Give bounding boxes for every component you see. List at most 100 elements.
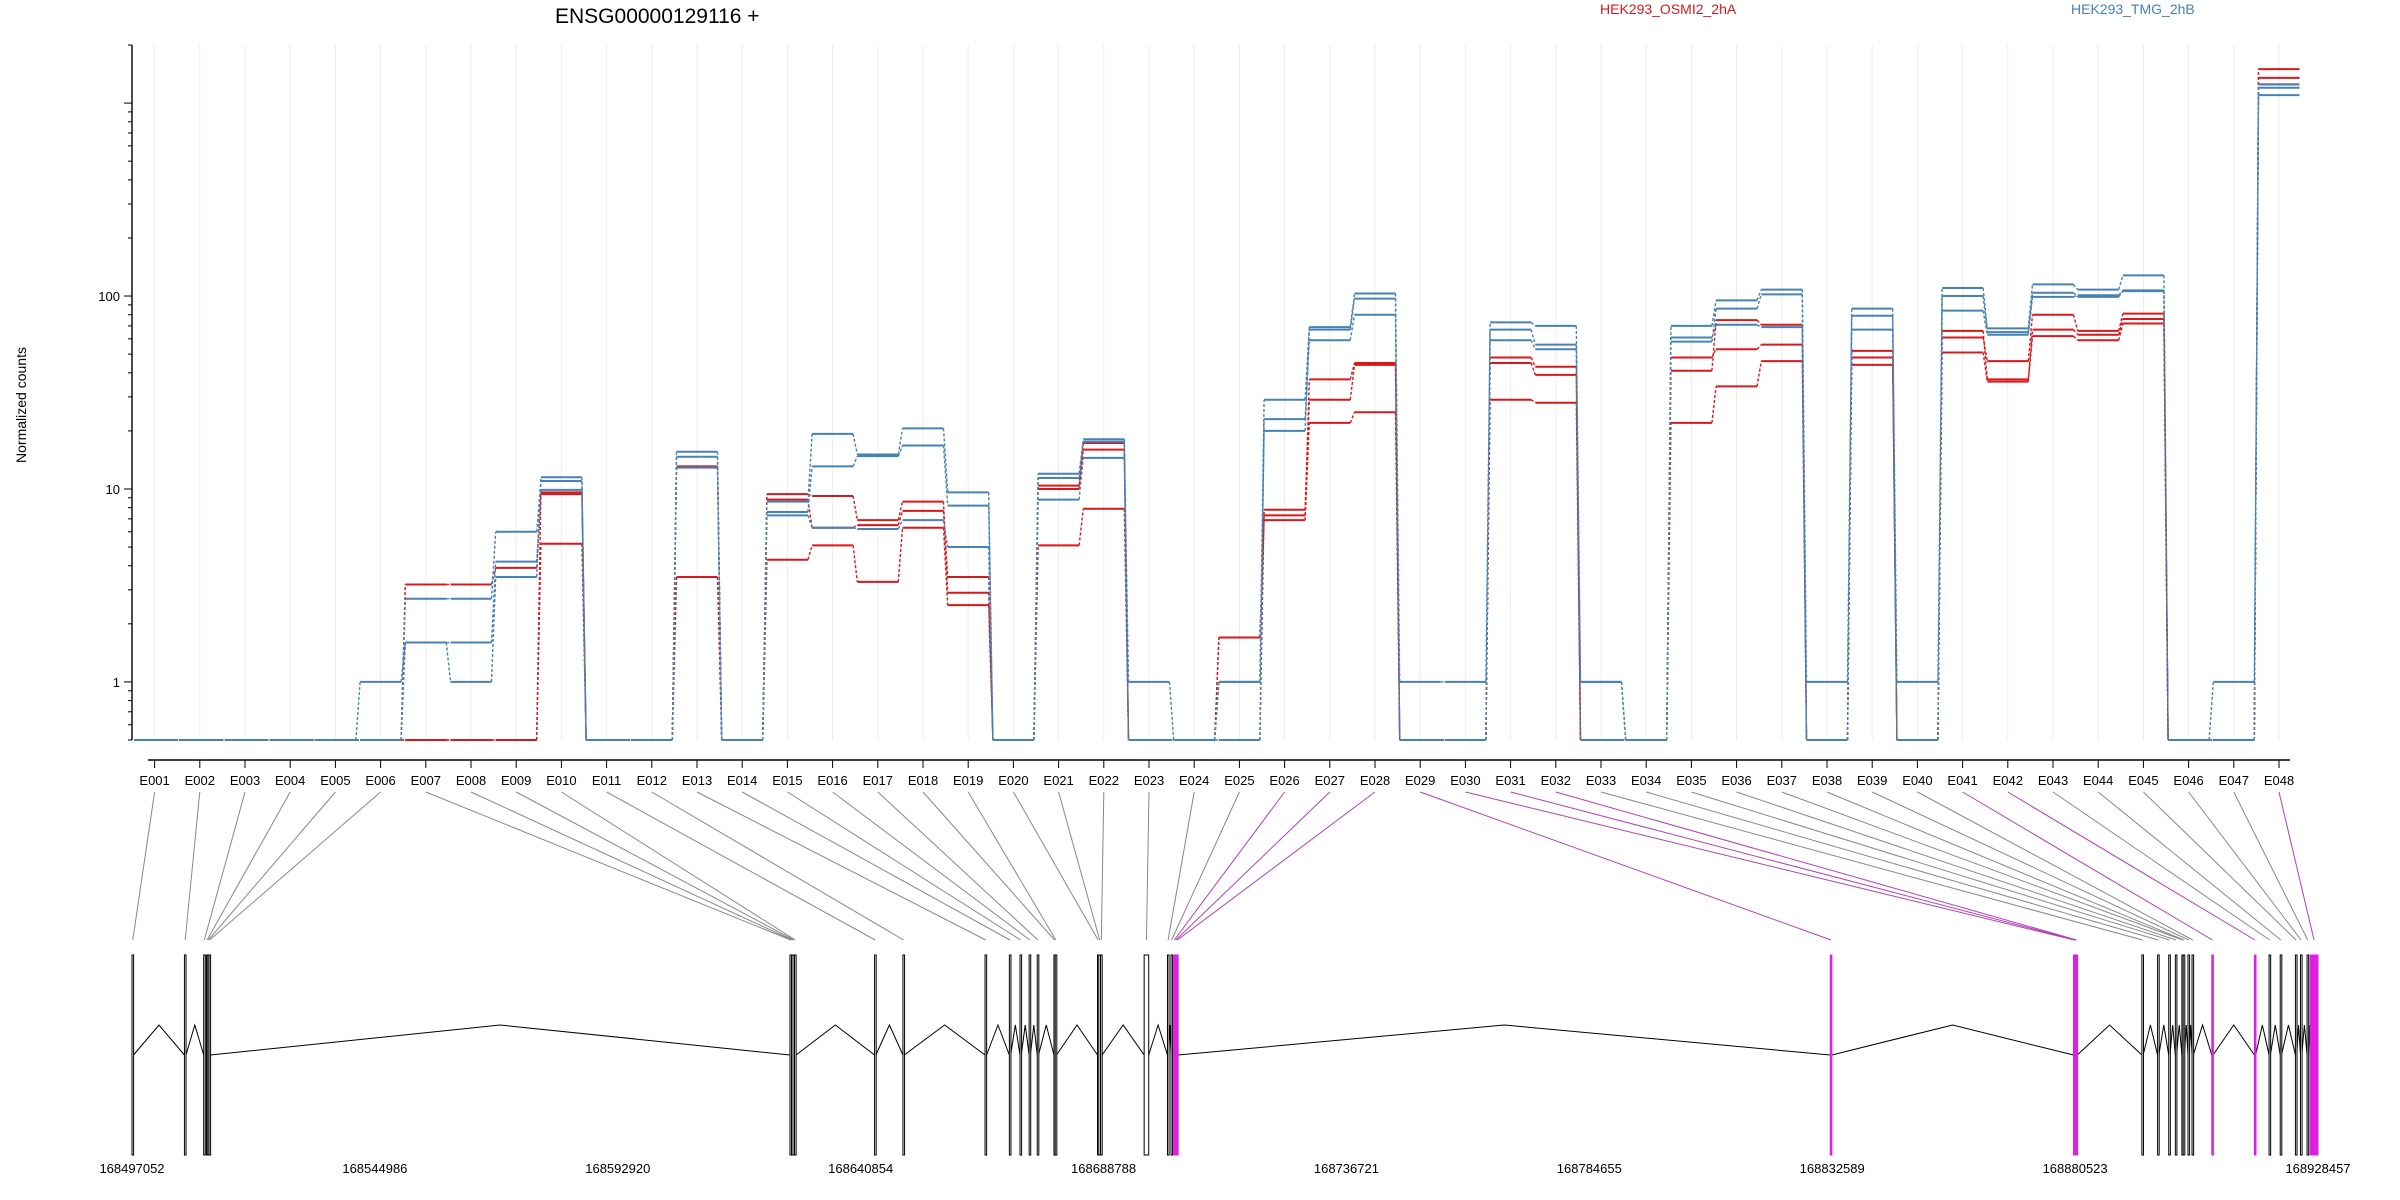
intron-line xyxy=(2269,1024,2281,1056)
exon-link-line xyxy=(1100,791,1105,941)
exon-box xyxy=(1008,954,1012,1156)
intron-line xyxy=(1056,1024,1098,1056)
data-connector xyxy=(2027,314,2034,362)
coordinate-label: 168736721 xyxy=(1314,1161,1379,1176)
exon-link-line xyxy=(2188,791,2302,941)
x-tick-label: E044 xyxy=(2083,773,2113,788)
exon-box xyxy=(1054,954,1058,1156)
x-tick-label: E022 xyxy=(1089,773,1119,788)
exon-link-line xyxy=(515,791,794,941)
exon-link-line xyxy=(877,791,1039,941)
exon-box xyxy=(2306,954,2310,1156)
data-connector xyxy=(400,642,406,682)
vertical-grid xyxy=(154,45,2280,740)
data-connector xyxy=(1530,362,1536,376)
exon-link-lines xyxy=(132,791,2315,941)
data-connector xyxy=(490,576,497,682)
data-connector xyxy=(2118,323,2124,341)
intron-line xyxy=(1010,1024,1021,1056)
data-connector xyxy=(2118,275,2124,290)
x-tick-label: E046 xyxy=(2173,773,2203,788)
intron-line xyxy=(2076,1024,2143,1056)
data-connector xyxy=(1530,339,1536,350)
data-connector xyxy=(2072,329,2079,336)
intron-line xyxy=(2280,1024,2296,1056)
x-tick-label: E014 xyxy=(727,773,757,788)
data-connector xyxy=(1756,294,1762,309)
coordinate-label: 168497052 xyxy=(99,1161,164,1176)
data-connector xyxy=(1349,364,1356,400)
data-connector xyxy=(897,501,904,521)
data-connector xyxy=(536,492,542,741)
x-tick-label: E028 xyxy=(1360,773,1390,788)
data-connector xyxy=(988,592,994,741)
exon-box xyxy=(203,954,206,1156)
data-connector xyxy=(988,547,994,741)
data-connector xyxy=(1530,399,1536,404)
exon-box xyxy=(1143,954,1150,1156)
x-tick-label: E037 xyxy=(1767,773,1797,788)
exon-link-line xyxy=(1167,791,1195,941)
exon-link-line xyxy=(1781,791,2183,941)
intron-line xyxy=(2169,1024,2176,1056)
exon-box xyxy=(2191,954,2195,1156)
exon-link-line xyxy=(207,791,336,941)
data-connector xyxy=(897,519,904,530)
data-connector xyxy=(1530,357,1536,368)
exon-link-line xyxy=(1555,791,2077,941)
data-connector xyxy=(490,561,497,643)
data-connector xyxy=(1620,681,1627,741)
exon-link-line xyxy=(561,791,796,941)
intron-line xyxy=(1101,1024,1145,1056)
y-tick-label: 1 xyxy=(113,675,120,690)
x-tick-label: E034 xyxy=(1631,773,1661,788)
exon-box xyxy=(2174,954,2178,1156)
data-connector xyxy=(1214,681,1220,741)
coordinate-label: 168592920 xyxy=(585,1161,650,1176)
exon-link-line xyxy=(1600,791,2143,941)
exon-link-line xyxy=(1420,791,1832,941)
exon-link-line xyxy=(832,791,1031,941)
data-connector xyxy=(807,433,813,502)
intron-line xyxy=(2212,1024,2255,1056)
x-tick-label: E041 xyxy=(1947,773,1977,788)
exon-link-line xyxy=(2278,791,2315,941)
data-connector xyxy=(1801,327,1808,741)
data-connector xyxy=(2073,335,2079,341)
data-connector xyxy=(2118,313,2124,332)
intron-line xyxy=(1148,1023,1168,1056)
exon-link-line xyxy=(2143,791,2297,941)
data-connector xyxy=(852,495,858,521)
intron-line xyxy=(210,1024,791,1056)
exon-link-line xyxy=(1465,791,2075,941)
x-tick-label: E012 xyxy=(637,773,667,788)
axes xyxy=(131,45,2290,761)
data-connector xyxy=(1711,320,1717,371)
exon-box xyxy=(2075,954,2079,1156)
data-connector xyxy=(1711,324,1717,338)
data-connector xyxy=(762,511,768,741)
coordinate-label: 168784655 xyxy=(1557,1161,1622,1176)
legend-label-condition-a: HEK293_OSMI2_2hA xyxy=(1600,1,1737,17)
data-connector xyxy=(1214,681,1220,741)
intron-line xyxy=(133,1024,185,1056)
data-connector xyxy=(1349,411,1356,424)
exon-box xyxy=(1028,954,1032,1156)
data-connector xyxy=(490,531,497,599)
intron-line xyxy=(1029,1024,1038,1056)
data-connector xyxy=(897,445,904,457)
legend-label-condition-b: HEK293_TMG_2hB xyxy=(2071,1,2195,17)
series-lines xyxy=(134,68,2300,741)
data-connector xyxy=(897,510,904,526)
exon-link-line xyxy=(1510,791,2076,941)
data-connector xyxy=(1982,310,1988,335)
exon-link-line xyxy=(741,791,1011,941)
coordinate-label: 168928457 xyxy=(2285,1161,2350,1176)
exon-link-line xyxy=(1646,791,2159,941)
exon-link-line xyxy=(1171,791,1240,941)
exon-link-line xyxy=(2007,791,2256,941)
data-connector xyxy=(671,467,678,741)
x-tick-label: E039 xyxy=(1857,773,1887,788)
x-tick-label: E015 xyxy=(772,773,802,788)
x-tick-label: E048 xyxy=(2264,773,2294,788)
